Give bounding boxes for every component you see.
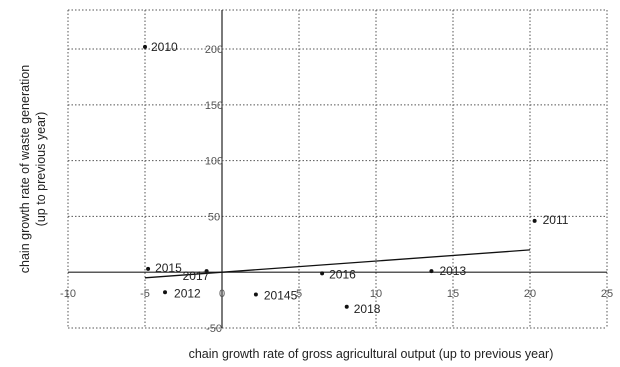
x-tick-label: 5: [296, 288, 302, 300]
axes: [68, 10, 607, 328]
data-point: [163, 290, 168, 295]
point-label: 2010: [151, 40, 178, 54]
data-point: [320, 271, 325, 276]
x-tick-label: 15: [447, 288, 459, 300]
data-point: [532, 218, 537, 223]
data-point: [344, 304, 349, 309]
x-tick-label: 25: [601, 288, 613, 300]
x-axis-title: chain growth rate of gross agricultural …: [189, 347, 554, 361]
y-tick-label: 150: [205, 100, 223, 112]
x-tick-label: -5: [140, 288, 150, 300]
x-tick-label: 10: [370, 288, 382, 300]
x-tick-label: 20: [524, 288, 536, 300]
y-tick-label: -50: [206, 323, 222, 335]
data-point: [204, 269, 209, 274]
data-point: [146, 266, 151, 271]
point-label: 2017: [183, 269, 210, 283]
data-point: [143, 44, 147, 49]
y-axis-title-line-1: chain growth rate of waste generation: [18, 65, 32, 274]
point-label: 2013: [439, 264, 466, 278]
x-tick-label: -10: [60, 288, 76, 300]
trendline-group: [144, 249, 531, 279]
data-point: [429, 269, 434, 274]
data-point: [253, 292, 258, 297]
point-label: 20145: [264, 289, 298, 303]
y-tick-label: 50: [208, 211, 220, 223]
grid: [67, 9, 608, 329]
y-axis-title-line-2: (up to previous year): [34, 112, 48, 227]
point-label: 2012: [174, 286, 201, 300]
y-tick-label: 200: [205, 44, 223, 56]
point-label: 2011: [543, 213, 569, 227]
point-label: 2016: [329, 267, 356, 281]
trendline: [144, 249, 531, 279]
point-label: 2015: [155, 261, 182, 275]
y-tick-label: 100: [205, 156, 223, 168]
x-tick-label: 0: [219, 288, 225, 300]
point-label: 2018: [354, 302, 381, 316]
data-points: [143, 44, 537, 309]
